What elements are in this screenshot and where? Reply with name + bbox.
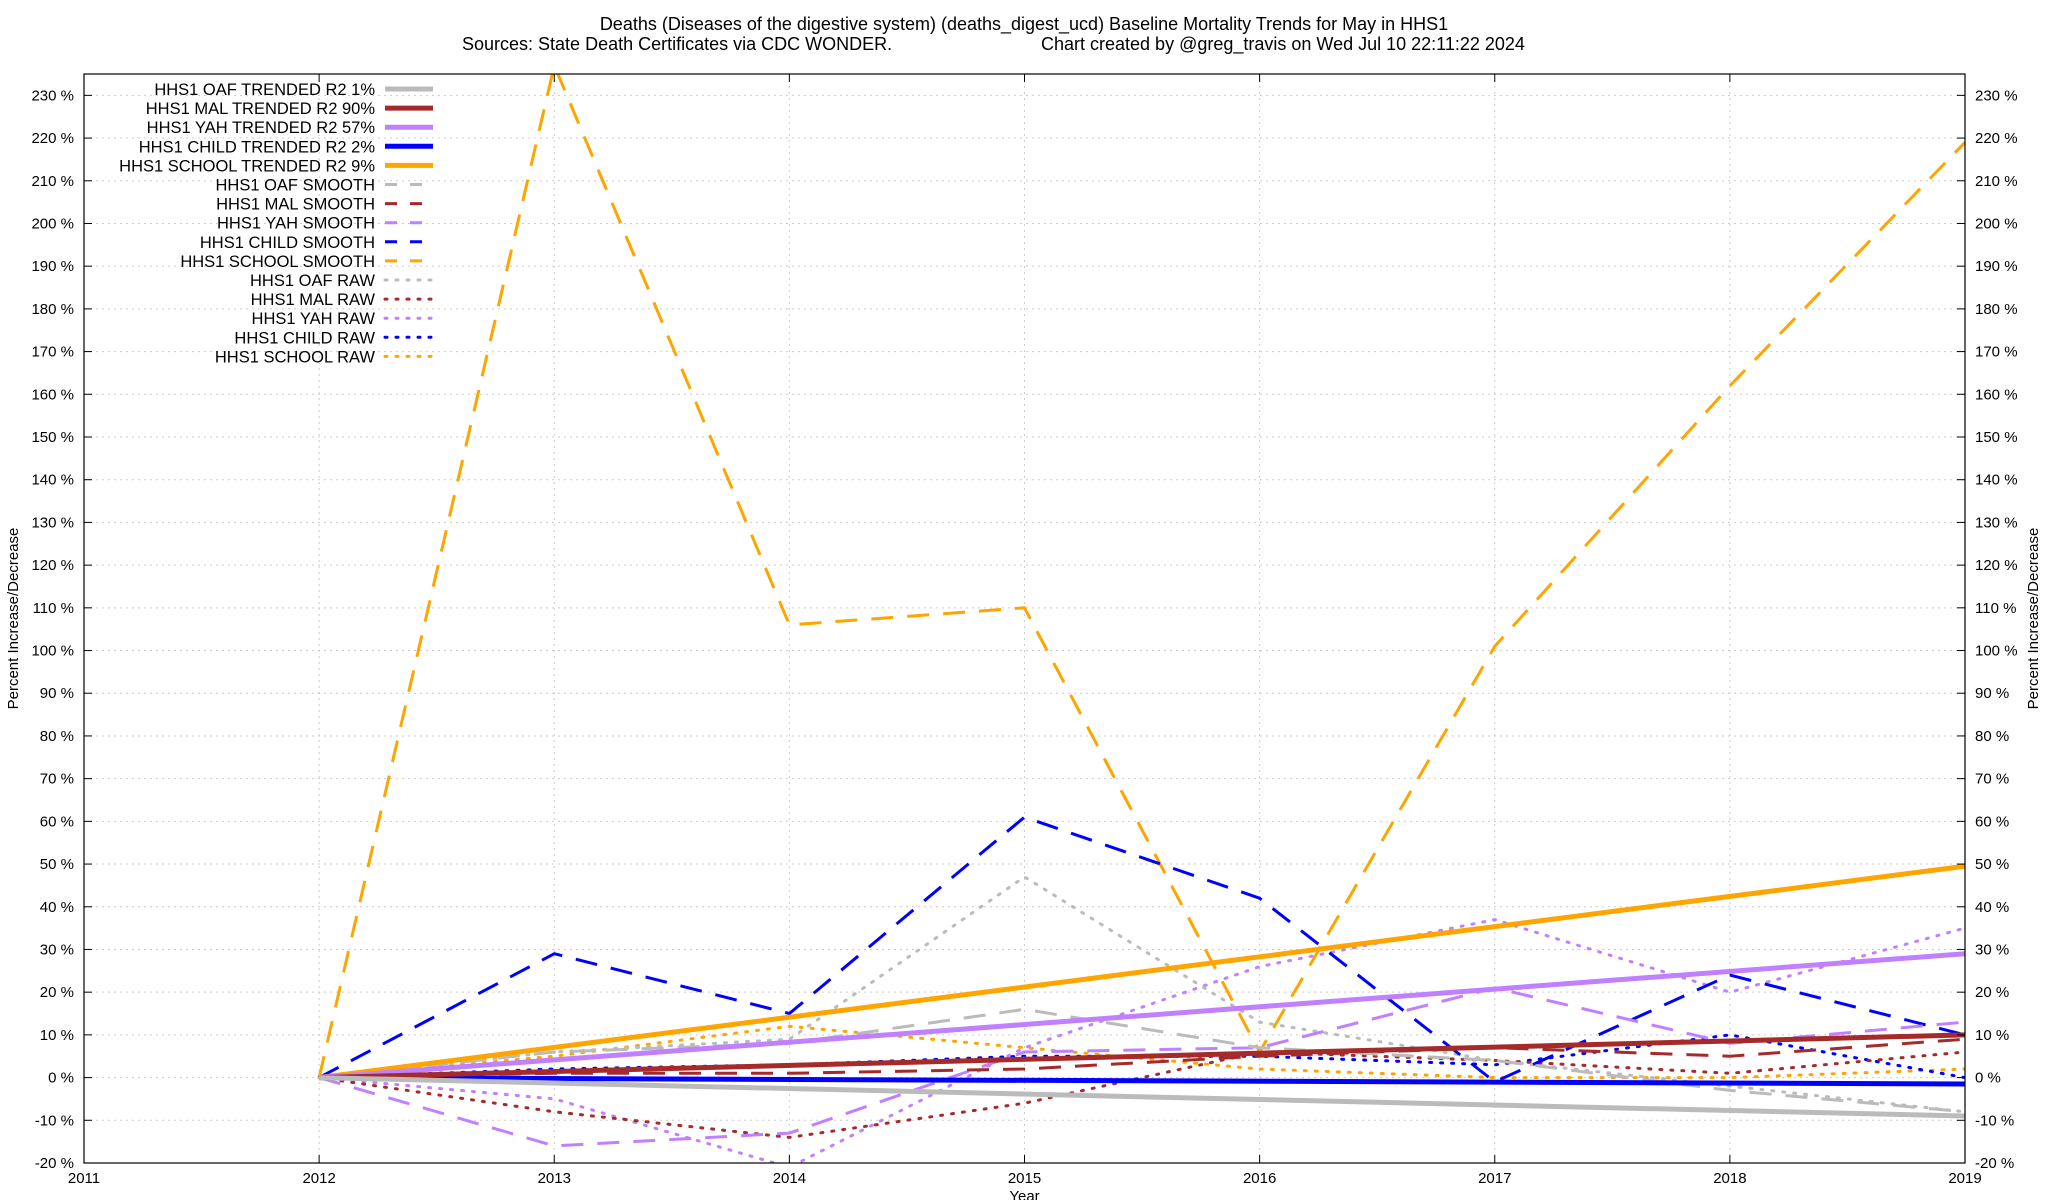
legend-label: HHS1 OAF SMOOTH (215, 177, 375, 195)
y-tick-label: 170 % (31, 344, 74, 361)
y-tick-label-right: 220 % (1975, 130, 2018, 147)
series-line (318, 815, 1965, 1084)
legend-label: HHS1 CHILD SMOOTH (200, 234, 375, 252)
y-tick-label-right: 180 % (1975, 301, 2018, 318)
y-tick-label-right: 50 % (1975, 856, 2009, 873)
y-tick-label-right: 230 % (1975, 87, 2018, 104)
y-tick-label: 110 % (33, 600, 74, 617)
legend-label: HHS1 MAL SMOOTH (216, 196, 375, 214)
series-lines (317, 74, 1965, 1163)
y-tick-label: 60 % (40, 813, 74, 830)
y-tick-label-right: 190 % (1975, 258, 2018, 275)
y-tick-label: 20 % (40, 984, 74, 1001)
series-line (317, 1050, 1965, 1139)
y-tick-label: 130 % (31, 514, 74, 531)
legend-label: HHS1 SCHOOL SMOOTH (180, 253, 375, 271)
chart-credit: Chart created by @greg_travis on Wed Jul… (1041, 34, 1525, 54)
x-tick-label: 2012 (302, 1170, 335, 1187)
y-tick-label: 10 % (40, 1027, 74, 1044)
x-tick-label: 2011 (68, 1170, 100, 1187)
legend-label: HHS1 SCHOOL TRENDED R2 9% (119, 157, 375, 175)
y-tick-label: 230 % (31, 87, 74, 104)
legend-label: HHS1 CHILD TRENDED R2 2% (139, 138, 376, 156)
y-tick-label: 100 % (31, 643, 74, 660)
y-tick-label-right: 150 % (1975, 429, 2018, 446)
y-tick-label-right: -10 % (1975, 1112, 2014, 1129)
y-tick-label: -20 % (35, 1155, 74, 1172)
series-line (318, 986, 1965, 1148)
series-line (317, 875, 1965, 1114)
legend-label: HHS1 YAH TRENDED R2 57% (147, 119, 376, 137)
y-tick-label: 90 % (40, 685, 74, 702)
chart-source: Sources: State Death Certificates via CD… (462, 34, 893, 54)
series-line (318, 951, 1965, 1081)
y-axis-label-right: Percent Increase/Decrease (2025, 528, 2042, 710)
x-tick-label: 2015 (1008, 1170, 1041, 1187)
legend-label: HHS1 MAL TRENDED R2 90% (146, 100, 376, 118)
y-tick-label-right: 10 % (1975, 1027, 2009, 1044)
x-tick-label: 2017 (1478, 1170, 1511, 1187)
y-tick-label: 220 % (31, 130, 74, 147)
y-tick-label: 190 % (31, 258, 74, 275)
legend-label: HHS1 OAF RAW (250, 272, 375, 290)
y-tick-label: 80 % (40, 728, 74, 745)
y-tick-label-right: 0 % (1975, 1070, 2001, 1087)
legend-label: HHS1 MAL RAW (251, 291, 376, 309)
axis-ticks: 2011 2012 2013 2014 2015 2016 2017 2018 2019-20 … (31, 74, 2018, 1187)
y-tick-label-right: 60 % (1975, 813, 2009, 830)
x-tick-label: 2016 (1243, 1170, 1276, 1187)
y-tick-label: 0 % (48, 1070, 74, 1087)
y-tick-label-right: 130 % (1975, 514, 2018, 531)
y-tick-label-right: 120 % (1975, 557, 2018, 574)
series-line (317, 918, 1965, 1163)
y-axis-label: Percent Increase/Decrease (5, 528, 22, 710)
y-tick-label-right: 100 % (1975, 643, 2018, 660)
series-line (319, 1037, 1965, 1080)
y-tick-label-right: 110 % (1975, 600, 2016, 617)
series-line (319, 1075, 1965, 1087)
y-tick-label-right: 80 % (1975, 728, 2009, 745)
y-tick-label: 40 % (40, 899, 74, 916)
x-tick-label: 2019 (1948, 1170, 1981, 1187)
y-tick-label: 150 % (31, 429, 74, 446)
y-tick-label-right: 200 % (1975, 215, 2018, 232)
y-tick-label-right: 90 % (1975, 685, 2009, 702)
legend-label: HHS1 YAH RAW (252, 310, 376, 328)
series-line (317, 74, 1965, 1078)
x-axis-label: Year (1009, 1188, 1039, 1200)
y-tick-label: -10 % (35, 1112, 74, 1129)
y-tick-label: 140 % (31, 472, 74, 489)
x-tick-label: 2014 (773, 1170, 806, 1187)
y-tick-label-right: 170 % (1975, 344, 2018, 361)
y-tick-label: 30 % (40, 941, 74, 958)
y-tick-label: 50 % (40, 856, 74, 873)
y-tick-label-right: -20 % (1975, 1155, 2014, 1172)
series-line (319, 1032, 1965, 1081)
legend-label: HHS1 OAF TRENDED R2 1% (154, 81, 375, 99)
y-tick-label-right: 40 % (1975, 899, 2009, 916)
legend-label: HHS1 CHILD RAW (234, 329, 375, 347)
y-tick-label-right: 140 % (1975, 472, 2018, 489)
x-tick-label: 2013 (538, 1170, 571, 1187)
y-tick-label: 180 % (31, 301, 74, 318)
y-tick-label: 160 % (31, 386, 74, 403)
y-tick-label: 210 % (31, 173, 74, 190)
y-tick-label-right: 160 % (1975, 386, 2018, 403)
y-tick-label: 120 % (31, 557, 74, 574)
y-tick-label-right: 20 % (1975, 984, 2009, 1001)
legend-label: HHS1 YAH SMOOTH (217, 215, 375, 233)
y-tick-label-right: 70 % (1975, 771, 2009, 788)
x-tick-label: 2018 (1713, 1170, 1746, 1187)
y-tick-label-right: 210 % (1975, 173, 2018, 190)
y-tick-label: 200 % (31, 215, 74, 232)
legend: HHS1 OAF TRENDED R2 1%HHS1 MAL TRENDED R… (119, 81, 435, 366)
y-tick-label: 70 % (40, 771, 74, 788)
legend-label: HHS1 SCHOOL RAW (215, 348, 376, 366)
y-tick-label-right: 30 % (1975, 941, 2009, 958)
series-line (319, 1075, 1965, 1119)
chart-title: Deaths (Diseases of the digestive system… (599, 14, 1449, 34)
series-line (318, 863, 1965, 1081)
